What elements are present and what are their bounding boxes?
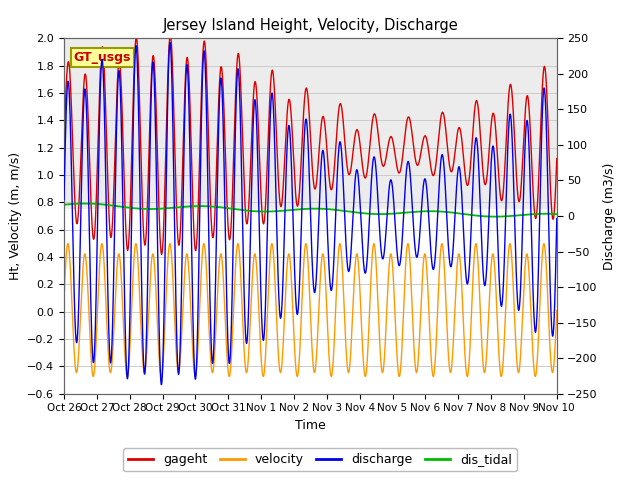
Y-axis label: Ht, Velocity (m, m/s): Ht, Velocity (m, m/s) (8, 152, 22, 280)
Bar (64, 38, 557, 209)
X-axis label: Time: Time (295, 419, 326, 432)
Legend: gageht, velocity, discharge, dis_tidal: gageht, velocity, discharge, dis_tidal (123, 448, 517, 471)
Y-axis label: Discharge (m3/s): Discharge (m3/s) (604, 162, 616, 270)
Title: Jersey Island Height, Velocity, Discharge: Jersey Island Height, Velocity, Discharg… (163, 18, 458, 33)
Text: GT_usgs: GT_usgs (74, 51, 131, 64)
